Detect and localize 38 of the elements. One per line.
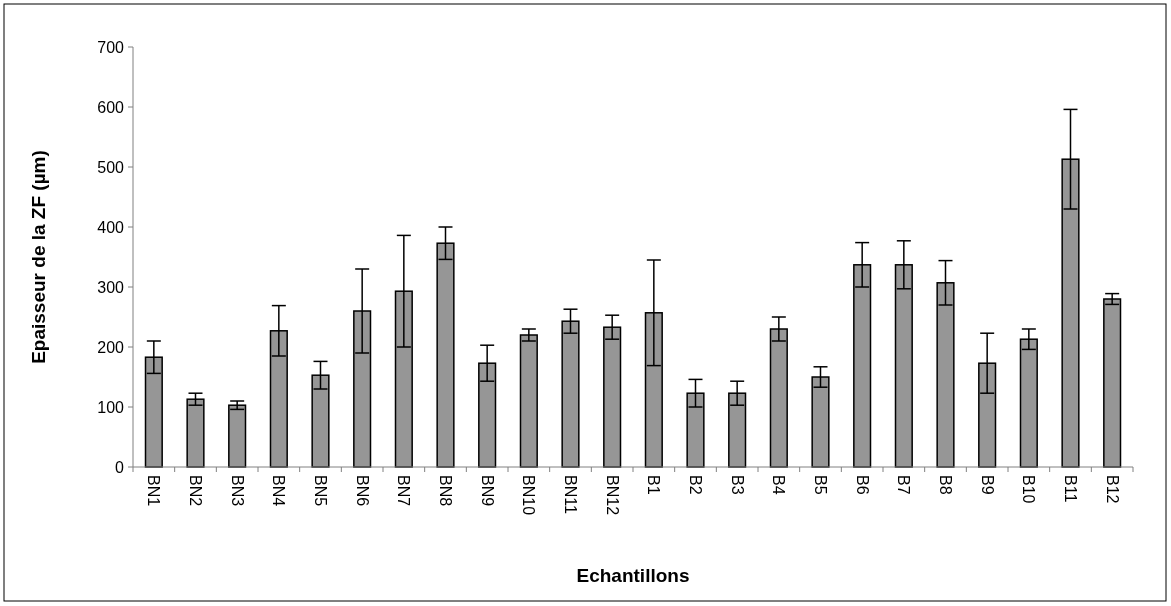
y-tick-label: 200	[97, 338, 125, 356]
bar	[186, 398, 205, 468]
x-tick-label: B1	[645, 475, 663, 495]
y-tick-label: 300	[97, 278, 125, 296]
bar	[519, 334, 538, 468]
x-tick-label: B10	[1020, 475, 1038, 504]
y-tick-label: 0	[115, 458, 125, 476]
x-tick-label: B5	[811, 475, 829, 495]
y-tick-label: 500	[97, 158, 125, 176]
x-tick-label: B4	[770, 475, 788, 495]
x-tick-label: BN10	[520, 475, 538, 516]
x-tick-label: B8	[936, 475, 954, 495]
y-tick-label: 400	[97, 218, 125, 236]
x-tick-label: B2	[686, 475, 704, 495]
x-axis-title: Echantillons	[576, 565, 690, 586]
x-tick-label: B3	[728, 475, 746, 495]
x-tick-label: BN9	[478, 475, 496, 507]
y-tick-label: 100	[97, 398, 125, 416]
y-axis-title: Epaisseur de la ZF (µm)	[28, 150, 49, 364]
x-tick-label: BN5	[311, 475, 329, 507]
x-tick-label: BN4	[270, 475, 288, 507]
x-tick-label: B7	[895, 475, 913, 495]
x-tick-label: B11	[1061, 475, 1079, 503]
bar	[228, 404, 247, 468]
x-tick-label: B12	[1103, 475, 1121, 504]
x-tick-label: BN3	[228, 475, 246, 507]
x-tick-label: B6	[853, 475, 871, 495]
y-tick-label: 700	[97, 38, 125, 56]
x-tick-label: BN7	[395, 475, 413, 507]
bar	[1103, 298, 1122, 468]
x-tick-label: BN12	[603, 475, 621, 516]
x-tick-label: B9	[978, 475, 996, 495]
x-tick-label: BN6	[353, 475, 371, 507]
x-tick-label: BN8	[436, 475, 454, 507]
x-tick-label: BN2	[186, 475, 204, 507]
x-tick-label: BN1	[145, 475, 163, 507]
y-tick-label: 600	[97, 98, 125, 116]
x-tick-label: BN11	[561, 475, 579, 514]
